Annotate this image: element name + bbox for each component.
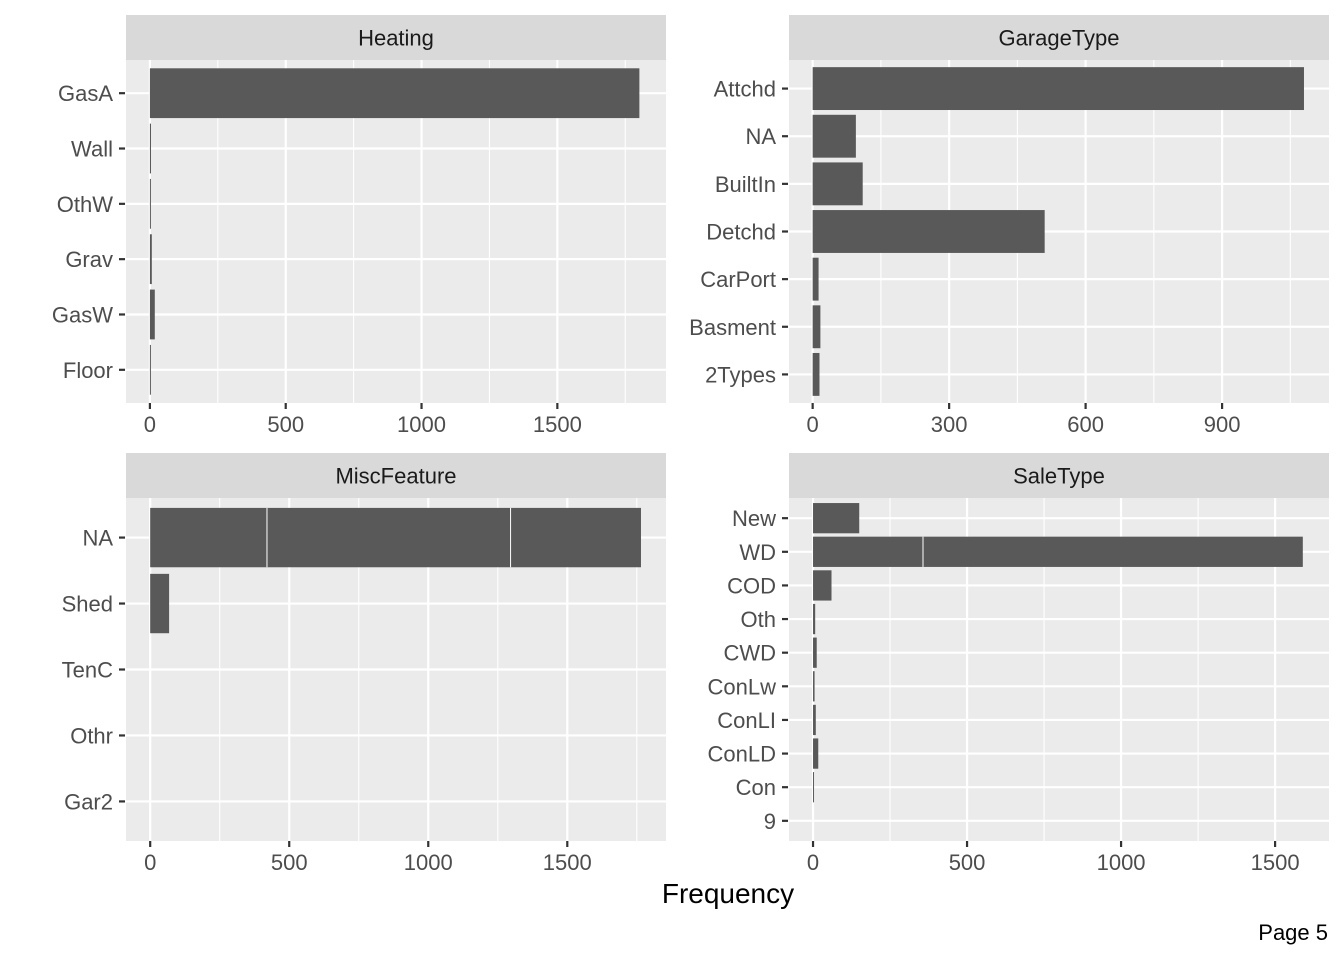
y-tick-label: GasA [58,81,113,106]
y-tick-label: Oth [741,607,776,632]
strip-title: SaleType [1013,464,1105,489]
strip-miscfeature [126,453,666,498]
panel-garagetype: GarageType 2Types Basment CarPort Detchd Buil… [689,15,1329,437]
y-tick-label: CarPort [700,267,776,292]
y-tick-label: Detchd [706,220,776,245]
bar-conlw [813,671,815,702]
y-tick-label: NA [82,526,113,551]
x-tick-label: 1500 [1251,850,1300,875]
bar-cwd [813,637,817,668]
strip-title: GarageType [998,26,1119,51]
bar-floor [149,344,151,395]
strip-title: MiscFeature [335,464,456,489]
y-tick-label: Grav [65,247,113,272]
x-tick-label: 0 [807,412,819,437]
bar-carport [812,257,819,301]
bar-builtin [812,162,863,206]
y-tick-label: GasW [52,302,113,327]
bar-detchd [812,210,1045,253]
y-tick-label: Floor [63,358,113,383]
bar-2types [812,352,820,396]
y-tick-label: OthW [57,192,113,217]
y-tick-label: CWD [723,641,776,666]
panel-heating: Heating Floor GasW Grav OthW Wall GasA 0 500 1000… [52,15,666,437]
strip-title: Heating [358,26,434,51]
page-label: Page 5 [1258,920,1328,945]
bar-conld [813,738,819,769]
strip-saletype [789,453,1329,498]
bar-attchd [812,67,1304,111]
bar-wall [149,123,151,174]
bar-gasa [149,68,640,119]
x-tick-label: 500 [267,412,304,437]
x-tick-label: 0 [144,850,156,875]
y-tick-label: Attchd [714,77,776,102]
bar-cod [813,570,832,601]
y-tick-label: NA [745,124,776,149]
bar-basment [812,305,821,349]
x-tick-label: 1000 [1097,850,1146,875]
y-tick-label: ConLD [708,742,776,767]
x-tick-label: 0 [144,412,156,437]
y-tick-label: TenC [62,658,113,683]
bar-gasw [149,289,155,340]
bar-othw [149,178,151,229]
bar-na [812,114,856,158]
x-tick-label: 1000 [404,850,453,875]
y-tick-label: Othr [70,723,113,748]
x-tick-label: 500 [271,850,308,875]
bar-wd [813,536,1303,567]
y-tick-label: Basment [689,315,776,340]
y-tick-label: Gar2 [64,789,113,814]
bar-oth [813,603,816,635]
y-tick-label: WD [739,540,776,565]
panel-miscfeature: MiscFeature Gar2 Othr TenC Shed NA 0 500 1000 150… [62,453,666,875]
x-tick-label: 1500 [543,850,592,875]
bar-con [813,772,815,803]
y-tick-label: Wall [71,137,113,162]
y-tick-label: 2Types [705,362,776,387]
panel-saletype: SaleType 9 Con ConLD ConLI ConLw CWD Oth COD WD Ne… [708,453,1329,875]
bar-shed [150,573,170,634]
y-tick-label: ConLw [708,674,777,699]
panels-layer: Heating Floor GasW Grav OthW Wall GasA 0 500 1000… [52,15,1329,875]
strip-garagetype [789,15,1329,60]
bar-conli [813,704,816,736]
x-tick-label: 600 [1067,412,1104,437]
bar-new [813,503,860,534]
x-tick-label: 1500 [533,412,582,437]
y-tick-label: Con [736,775,776,800]
bar-na [150,507,641,568]
strip-heating [126,15,666,60]
bar-grav [149,234,152,285]
y-tick-label: New [732,506,776,531]
y-tick-label: BuiltIn [715,172,776,197]
x-tick-label: 0 [807,850,819,875]
x-tick-label: 300 [931,412,968,437]
x-tick-label: 900 [1204,412,1241,437]
y-tick-label: COD [727,573,776,598]
y-tick-label: Shed [62,592,113,617]
y-tick-label: 9 [764,809,776,834]
x-tick-label: 500 [949,850,986,875]
x-tick-label: 1000 [397,412,446,437]
y-tick-label: ConLI [717,708,776,733]
x-axis-title: Frequency [662,878,794,909]
